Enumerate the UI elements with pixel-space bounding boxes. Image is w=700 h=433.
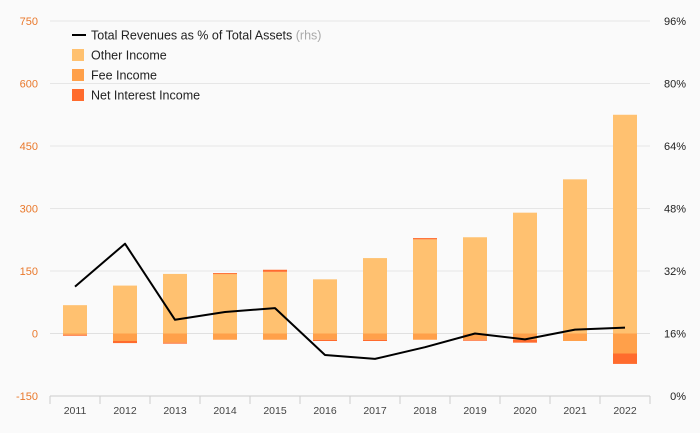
x-tick-label: 2021	[563, 405, 587, 417]
y-left-tick-label: 150	[20, 266, 38, 278]
x-tick-label: 2018	[413, 405, 437, 417]
bar-other-income	[263, 271, 287, 334]
bar-net-interest-income	[463, 339, 487, 341]
axes: 750 600 450 300 150 0 -150 96% 80% 64% 48% 32% 16% 0%…	[16, 16, 686, 417]
y-right-tick-label: 32%	[664, 266, 686, 278]
y-right-tick-label: 0%	[670, 391, 686, 403]
bar-fee-income	[513, 333, 537, 340]
bar-net-interest-income	[113, 341, 137, 344]
y-left-tick-label: -150	[16, 391, 38, 403]
revenue-line	[74, 242, 626, 360]
legend: Total Revenues as % of Total Assets (rhs…	[72, 29, 321, 103]
legend-swatch-other-income	[72, 49, 84, 61]
bar-net-interest-income	[613, 353, 637, 364]
legend-label-other-income: Other Income	[91, 49, 167, 63]
gridlines	[50, 20, 650, 334]
bar-fee-income	[463, 333, 487, 340]
bar-net-interest-income	[363, 339, 387, 341]
bar-other-income	[313, 279, 337, 334]
y-right-tick-label: 48%	[664, 204, 686, 216]
x-tick-label: 2015	[263, 405, 287, 417]
bar-other-income	[163, 273, 187, 334]
bar-fee-income	[163, 333, 187, 343]
legend-swatch-fee-income	[72, 69, 84, 81]
bar-net-interest-income	[413, 238, 437, 240]
bar-net-interest-income	[63, 334, 87, 336]
bar-fee-income	[413, 333, 437, 340]
bar-net-interest-income	[263, 269, 287, 272]
bar-other-income	[563, 179, 587, 334]
y-right-tick-label: 64%	[664, 141, 686, 153]
legend-label-net-interest-income: Net Interest Income	[91, 89, 200, 103]
y-left-tick-label: 0	[32, 329, 38, 341]
bar-fee-income	[113, 333, 137, 341]
bar-fee-income	[263, 333, 287, 340]
x-tick-label: 2016	[313, 405, 337, 417]
x-tick-label: 2014	[213, 405, 237, 417]
y-right-tick-label: 96%	[664, 16, 686, 28]
bar-other-income	[413, 239, 437, 334]
legend-label-fee-income: Fee Income	[91, 69, 157, 83]
bars	[63, 114, 637, 364]
bar-fee-income	[563, 333, 587, 341]
bar-other-income	[363, 258, 387, 334]
bar-other-income	[113, 285, 137, 334]
x-tick-label: 2012	[113, 405, 137, 417]
bar-other-income	[613, 114, 637, 334]
bar-net-interest-income	[513, 339, 537, 343]
x-tick-label: 2020	[513, 405, 537, 417]
bar-other-income	[213, 273, 237, 334]
bar-fee-income	[613, 333, 637, 354]
bar-fee-income	[63, 333, 87, 335]
bar-fee-income	[313, 333, 337, 340]
legend-swatch-net-interest-income	[72, 89, 84, 101]
y-left-tick-label: 300	[20, 204, 38, 216]
legend-label-revenue: Total Revenues as % of Total Assets (rhs…	[91, 29, 321, 43]
bar-fee-income	[213, 333, 237, 340]
bar-net-interest-income	[313, 339, 337, 341]
bar-other-income	[463, 237, 487, 334]
y-left-tick-label: 450	[20, 141, 38, 153]
bar-fee-income	[363, 333, 387, 340]
y-left-tick-label: 600	[20, 79, 38, 91]
x-tick-label: 2022	[613, 405, 637, 417]
x-tick-label: 2019	[463, 405, 487, 417]
y-right-tick-label: 16%	[664, 329, 686, 341]
revenue-line-path	[74, 242, 626, 360]
x-tick-label: 2017	[363, 405, 387, 417]
y-left-tick-label: 750	[20, 16, 38, 28]
x-tick-label: 2013	[163, 405, 187, 417]
bar-other-income	[513, 212, 537, 334]
y-right-tick-label: 80%	[664, 79, 686, 91]
bar-net-interest-income	[213, 273, 237, 275]
bar-net-interest-income	[163, 342, 187, 344]
legend-suffix-rhs: (rhs)	[296, 29, 322, 43]
bar-other-income	[63, 305, 87, 334]
x-tick-label: 2011	[64, 405, 87, 417]
